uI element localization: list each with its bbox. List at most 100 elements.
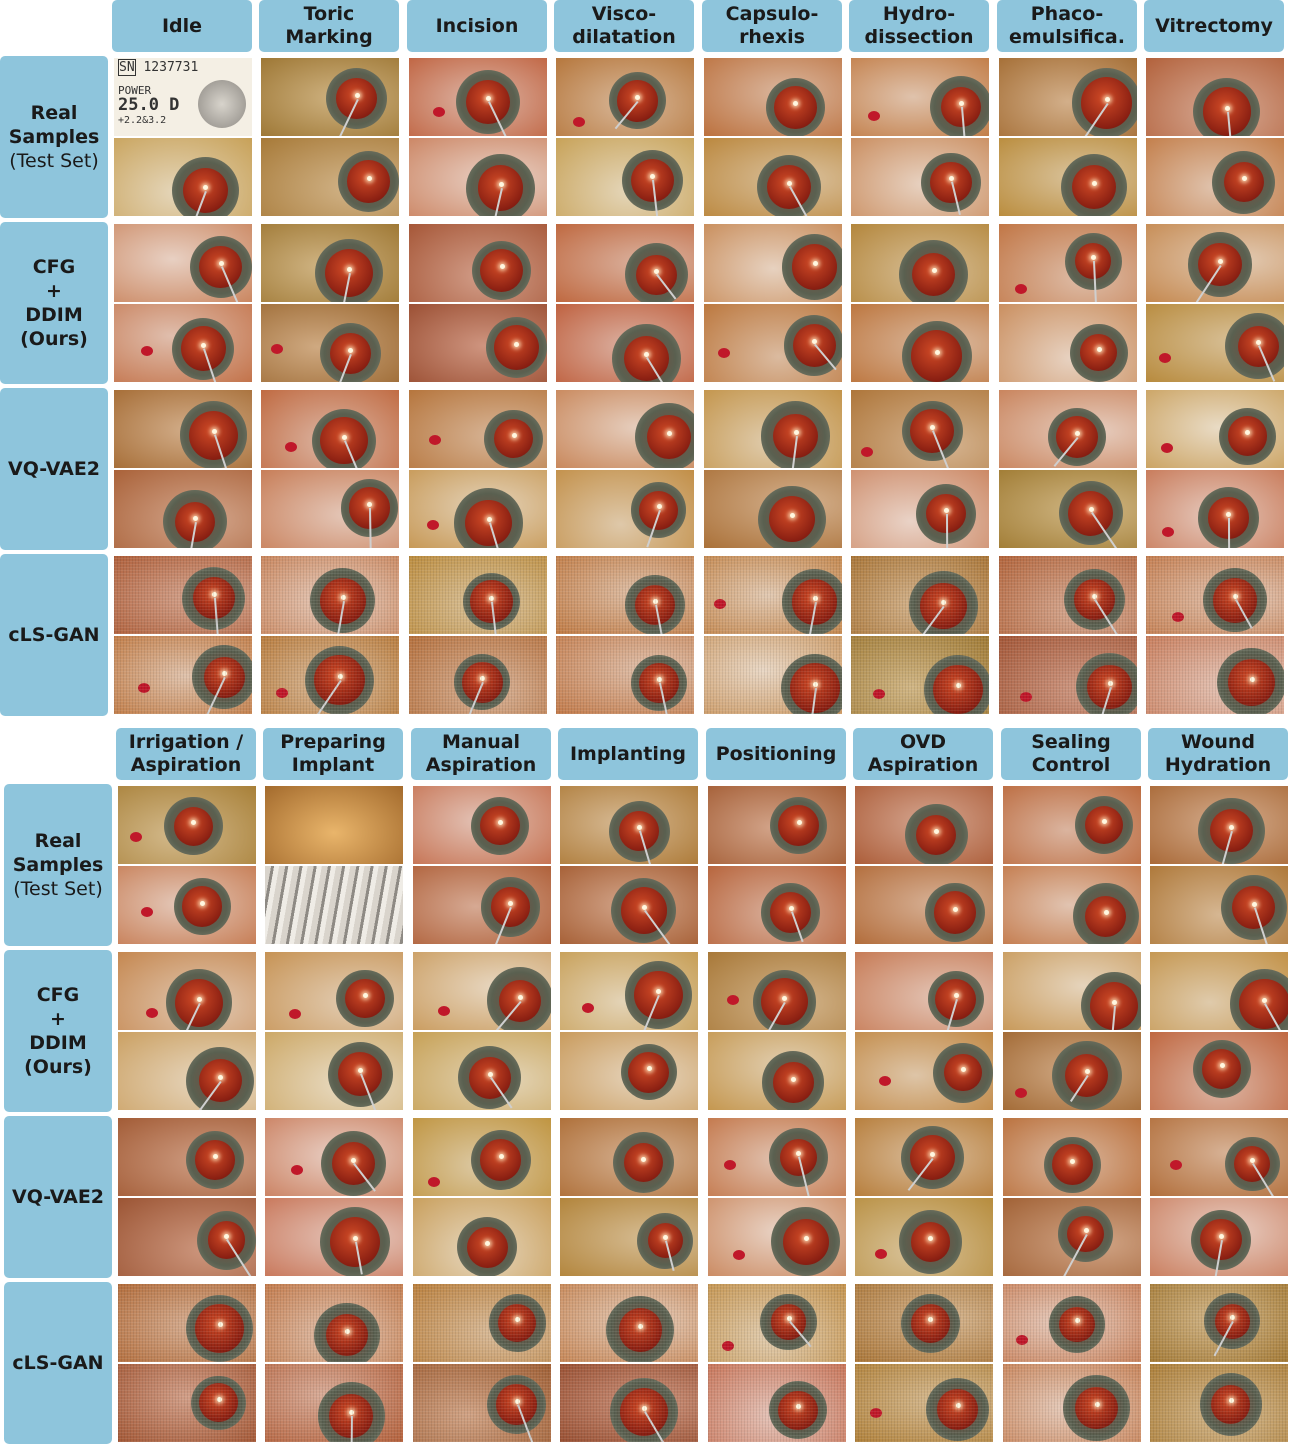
- sample-image: [560, 1118, 698, 1196]
- sample-image: [409, 636, 547, 714]
- sample-image: [704, 390, 842, 468]
- sample-image: [708, 1364, 846, 1442]
- sample-image: [265, 1284, 403, 1362]
- sample-image: [704, 58, 842, 136]
- sample-image: [708, 786, 846, 864]
- sample-image: [1146, 224, 1284, 302]
- sample-image: [560, 1284, 698, 1362]
- column-header: Manual Aspiration: [411, 728, 551, 780]
- sample-image: [704, 224, 842, 302]
- sample-image: [118, 1198, 256, 1276]
- sample-image: [855, 1364, 993, 1442]
- row-label-title: cLS-GAN: [12, 1352, 104, 1374]
- column-header: Idle: [112, 0, 252, 52]
- sample-image: [708, 1118, 846, 1196]
- sample-image: [704, 470, 842, 548]
- sample-image: [1003, 952, 1141, 1030]
- sample-image: [409, 304, 547, 382]
- sample-image: [851, 636, 989, 714]
- sample-image: [1146, 390, 1284, 468]
- sample-image: [1003, 1284, 1141, 1362]
- sample-image: [1146, 138, 1284, 216]
- sample-image: [560, 1198, 698, 1276]
- lens-package-label: SN 1237731 POWER 25.0 D +2.2&3.2: [118, 59, 199, 126]
- sample-image: [261, 470, 399, 548]
- sample-image: [1146, 304, 1284, 382]
- sample-image: [114, 636, 252, 714]
- sample-image: [261, 138, 399, 216]
- row-label-title: Real Samples: [12, 830, 104, 876]
- sample-image: [118, 1032, 256, 1110]
- sample-image: [851, 470, 989, 548]
- sample-image: [556, 556, 694, 634]
- sample-image: [704, 556, 842, 634]
- sample-image: [118, 1118, 256, 1196]
- sample-image: [708, 1284, 846, 1362]
- sample-image: [1150, 866, 1288, 944]
- sample-image: [265, 1032, 403, 1110]
- row-label: VQ-VAE2: [4, 1116, 112, 1278]
- row-label: cLS-GAN: [0, 554, 108, 716]
- sample-image: [560, 786, 698, 864]
- column-header: Implanting: [558, 728, 698, 780]
- sample-image: [851, 390, 989, 468]
- sample-image: [413, 1284, 551, 1362]
- sample-image: [999, 58, 1137, 136]
- sample-image: [999, 556, 1137, 634]
- sample-image: [261, 636, 399, 714]
- sample-image: [556, 304, 694, 382]
- sample-image: [114, 224, 252, 302]
- top-panel: Idle Toric Marking Incision Visco- dilatati…: [0, 0, 1291, 722]
- row-label-subtitle: (Test Set): [9, 150, 99, 172]
- sample-image: [1003, 866, 1141, 944]
- sample-image: [1146, 470, 1284, 548]
- sample-image: [114, 470, 252, 548]
- sample-image: [265, 1118, 403, 1196]
- sample-image: [556, 224, 694, 302]
- sample-image: [999, 390, 1137, 468]
- sample-image: [409, 470, 547, 548]
- sample-image: [708, 952, 846, 1030]
- column-header: Sealing Control: [1001, 728, 1141, 780]
- sample-image: [409, 556, 547, 634]
- column-header: Positioning: [706, 728, 846, 780]
- sample-image: [114, 304, 252, 382]
- column-header: Capsulo- rhexis: [702, 0, 842, 52]
- sample-image: [1150, 1364, 1288, 1442]
- sample-image: [261, 224, 399, 302]
- sample-image: [413, 952, 551, 1030]
- row-label-title: Real Samples: [8, 102, 100, 148]
- sample-image: [855, 786, 993, 864]
- sample-image: [1150, 1284, 1288, 1362]
- sample-image: [1003, 786, 1141, 864]
- sample-image: [855, 952, 993, 1030]
- column-header: Visco- dilatation: [554, 0, 694, 52]
- row-label: CFG + DDIM (Ours): [4, 950, 112, 1112]
- sample-image: [114, 390, 252, 468]
- sample-image: [409, 138, 547, 216]
- sample-image: [265, 1198, 403, 1276]
- sample-image: [708, 1032, 846, 1110]
- sample-image: [413, 786, 551, 864]
- row-label: Real Samples (Test Set): [4, 784, 112, 946]
- sample-image: [704, 636, 842, 714]
- sample-image: [1150, 952, 1288, 1030]
- sample-image: [560, 952, 698, 1030]
- sample-image: [118, 786, 256, 864]
- sample-image: [999, 636, 1137, 714]
- sample-image: [851, 224, 989, 302]
- sample-image: [999, 304, 1137, 382]
- sample-image: [413, 1198, 551, 1276]
- sample-image: [1146, 636, 1284, 714]
- row-label-title: cLS-GAN: [8, 624, 100, 646]
- sample-image: [999, 470, 1137, 548]
- sample-image: [265, 1364, 403, 1442]
- sample-image: [261, 58, 399, 136]
- sample-image: [855, 1198, 993, 1276]
- sample-image: [556, 58, 694, 136]
- row-label-title: CFG + DDIM (Ours): [24, 984, 92, 1078]
- sample-image: [851, 138, 989, 216]
- sample-image: [261, 390, 399, 468]
- sample-image: [409, 224, 547, 302]
- column-header: OVD Aspiration: [853, 728, 993, 780]
